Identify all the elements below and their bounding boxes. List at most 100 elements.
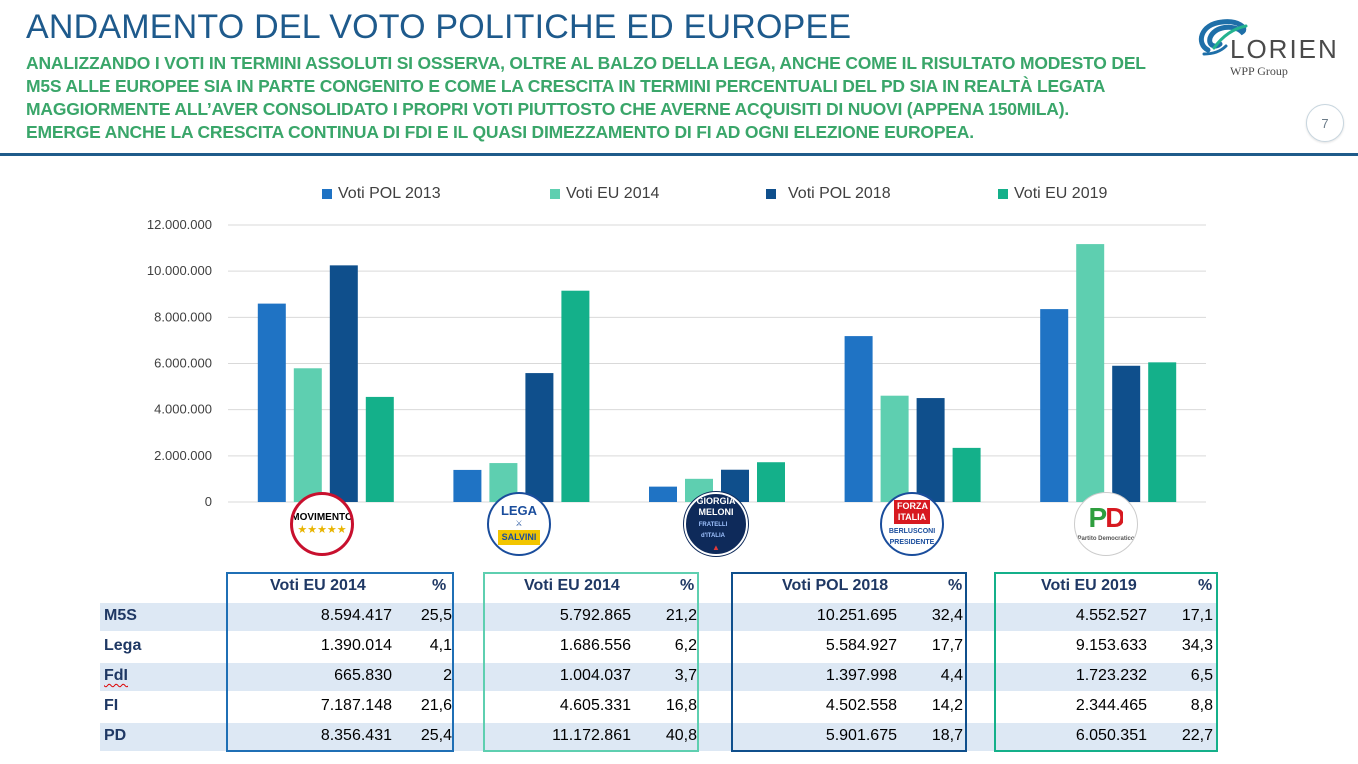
y-tick-label: 10.000.000: [147, 263, 212, 278]
legend-item: Voti POL 2018: [766, 185, 891, 203]
bar-fi-series-3: [916, 398, 945, 502]
bar-m5s-series-1: [257, 303, 286, 502]
table-row-bg: [100, 663, 1218, 691]
table-cell-percent: 2: [443, 667, 452, 684]
table-header: Voti EU 2019: [1041, 577, 1137, 594]
table-cell-votes: 1.723.232: [1075, 667, 1147, 684]
table-cell-percent: 6,2: [674, 637, 697, 654]
bar-fi-series-2: [880, 395, 909, 502]
bar-fi-series-4: [952, 447, 981, 502]
fratelli-italia-logo: GIORGIA MELONI FRATELLI d'ITALIA ▲: [684, 492, 748, 556]
table-group-box: [731, 572, 967, 752]
table-group-box: [994, 572, 1218, 752]
table-cell-votes: 5.792.865: [559, 607, 631, 624]
table-row-bg: [100, 603, 1218, 631]
bar-m5s-series-2: [293, 368, 322, 502]
table-cell-votes: 8.594.417: [320, 607, 392, 624]
lorien-logo-text: LORIEN: [1230, 34, 1339, 64]
table-cell-percent: 14,2: [931, 697, 963, 714]
legend-label: Voti EU 2019: [1014, 185, 1108, 202]
table-header: Voti POL 2018: [782, 577, 889, 594]
bar-fdi-series-1: [649, 486, 677, 502]
bar-m5s-series-4: [365, 396, 394, 502]
legend-swatch: [766, 189, 776, 199]
table-cell-percent: 34,3: [1181, 637, 1213, 654]
table-row-label: Lega: [104, 637, 142, 654]
table-header: %: [432, 577, 447, 594]
movimento-5-stelle-logo: MOVIMENTO ★★★★★: [290, 492, 354, 556]
flame-icon: ▲: [712, 542, 720, 552]
logo-subtext: BERLUSCONI PRESIDENTE: [888, 528, 936, 546]
subtitle-line: ANALIZZANDO I VOTI IN TERMINI ASSOLUTI S…: [26, 53, 1146, 73]
logo-text: GIORGIA MELONI: [696, 495, 736, 517]
logo-text: LEGA: [500, 502, 538, 518]
table-cell-votes: 10.251.695: [816, 607, 897, 624]
table-cell-votes: 1.686.556: [559, 637, 631, 654]
bar-pd-series-3: [1112, 365, 1141, 502]
table-cell-votes: 5.901.675: [825, 727, 897, 744]
table-cell-percent: 22,7: [1181, 727, 1213, 744]
y-tick-label: 2.000.000: [154, 448, 212, 463]
bar-fi-series-1: [844, 336, 873, 502]
y-tick-label: 4.000.000: [154, 402, 212, 417]
table-group-box: [483, 572, 699, 752]
table-header: %: [680, 577, 695, 594]
header-divider: [0, 153, 1358, 156]
table-cell-votes: 5.584.927: [825, 637, 897, 654]
y-tick-label: 12.000.000: [147, 217, 212, 232]
table-cell-percent: 40,8: [665, 727, 697, 744]
legend-label: Voti POL 2013: [338, 185, 441, 202]
alberto-da-giussano-icon: ⚔: [515, 518, 523, 528]
lorien-logo: LORIEN WPP Group: [1190, 14, 1350, 80]
bar-lega-series-1: [453, 469, 482, 502]
legend-label: Voti POL 2018: [788, 185, 891, 202]
table-cell-percent: 17,1: [1181, 607, 1213, 624]
table-header: %: [948, 577, 963, 594]
legend-swatch: [550, 189, 560, 199]
table-cell-votes: 9.153.633: [1075, 637, 1147, 654]
page-title: ANDAMENTO DEL VOTO POLITICHE ED EUROPEE: [26, 8, 852, 46]
bar-lega-series-4: [561, 290, 590, 502]
legend-item: Voti EU 2014: [550, 185, 659, 203]
table-cell-percent: 17,7: [931, 637, 963, 654]
lorien-logo-group: WPP Group: [1230, 64, 1288, 78]
table-cell-votes: 2.344.465: [1075, 697, 1147, 714]
bar-pd-series-1: [1040, 309, 1069, 502]
legend-swatch: [322, 189, 332, 199]
chart-legend: Voti POL 2013 Voti EU 2014 Voti POL 2018…: [0, 185, 1358, 205]
subtitle-line: EMERGE ANCHE LA CRESCITA CONTINUA DI FDI…: [26, 122, 974, 142]
lega-salvini-logo: LEGA ⚔ SALVINI: [487, 492, 551, 556]
table-cell-votes: 1.004.037: [559, 667, 631, 684]
table-cell-percent: 18,7: [931, 727, 963, 744]
table-header: Voti EU 2014: [270, 577, 366, 594]
y-tick-label: 6.000.000: [154, 356, 212, 371]
forza-italia-logo: FORZA ITALIA BERLUSCONI PRESIDENTE: [880, 492, 944, 556]
partito-democratico-logo: PD Partito Democratico: [1074, 492, 1138, 556]
logo-text: FORZA ITALIA: [894, 500, 930, 524]
logo-text: PD: [1088, 502, 1126, 533]
table-cell-percent: 4,4: [940, 667, 963, 684]
table-row-label: FI: [104, 697, 119, 714]
lorien-swirl-icon: LORIEN WPP Group: [1198, 19, 1339, 78]
table-cell-votes: 1.397.998: [825, 667, 897, 684]
table-cell-votes: 665.830: [334, 667, 392, 684]
y-tick-label: 8.000.000: [154, 309, 212, 324]
logo-subtext: FRATELLI d'ITALIA: [698, 521, 728, 539]
y-tick-label: 0: [205, 494, 212, 509]
legend-swatch: [998, 189, 1008, 199]
page-number: 7: [1306, 104, 1344, 142]
table-row-label: M5S: [104, 607, 137, 624]
bar-lega-series-3: [525, 373, 554, 502]
stars-icon: ★★★★★: [297, 524, 347, 536]
table-cell-votes: 8.356.431: [320, 727, 392, 744]
table-cell-percent: 6,5: [1190, 667, 1213, 684]
table-row-label: FdI: [104, 667, 128, 684]
bar-pd-series-2: [1076, 244, 1105, 502]
table-cell-percent: 8,8: [1190, 697, 1213, 714]
logo-text: MOVIMENTO: [291, 512, 353, 523]
table-cell-percent: 21,6: [420, 697, 452, 714]
table-cell-percent: 25,4: [420, 727, 452, 744]
table-row-label: PD: [104, 727, 127, 744]
table-group-box: [226, 572, 454, 752]
